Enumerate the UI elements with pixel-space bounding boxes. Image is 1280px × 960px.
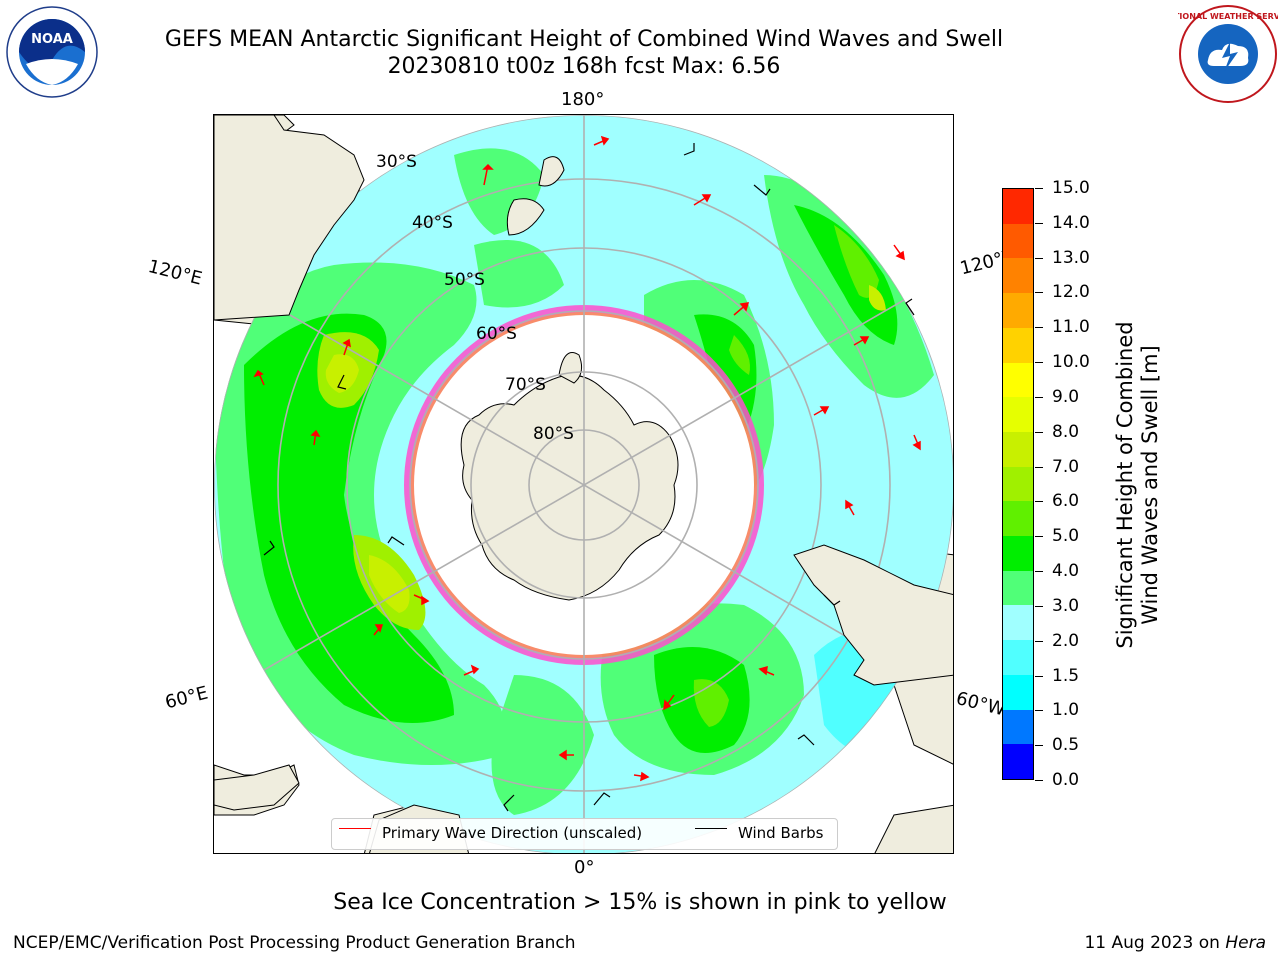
colorbar-tick-label: 14.0 xyxy=(1052,212,1090,233)
colorbar-tick xyxy=(1035,188,1043,189)
colorbar-tick xyxy=(1035,222,1043,224)
lon-label-60e: 60°E xyxy=(163,682,211,714)
colorbar-segment xyxy=(1003,327,1033,363)
colorbar-tick-label: 15.0 xyxy=(1052,178,1090,198)
noaa-logo-icon: NOAA xyxy=(6,6,98,98)
colorbar-tick xyxy=(1035,745,1043,747)
colorbar-tick-label: 0.0 xyxy=(1052,770,1080,790)
lon-label-0: 0° xyxy=(574,857,595,878)
lat-label-40s: 40°S xyxy=(412,213,453,233)
colorbar-tick xyxy=(1035,675,1043,677)
footer-date: 11 Aug 2023 on Hera xyxy=(1084,933,1266,953)
colorbar-tick xyxy=(1035,257,1043,259)
colorbar-label-line1: Significant Height of Combined xyxy=(1113,321,1137,649)
colorbar-tick xyxy=(1035,780,1043,781)
colorbar-tick-label: 0.5 xyxy=(1052,735,1080,756)
legend-wind-barbs: Wind Barbs xyxy=(738,824,824,842)
colorbar-segment xyxy=(1003,605,1033,641)
colorbar-segment xyxy=(1003,744,1033,779)
colorbar-segment xyxy=(1003,189,1033,224)
colorbar-tick xyxy=(1035,396,1043,398)
polar-map xyxy=(214,115,953,853)
sea-ice-note: Sea Ice Concentration > 15% is shown in … xyxy=(333,890,947,915)
colorbar-tick-label: 12.0 xyxy=(1052,282,1090,303)
colorbar-label: Significant Height of Combined Wind Wave… xyxy=(1113,275,1163,695)
lat-label-50s: 50°S xyxy=(444,270,485,290)
colorbar-tick-label: 10.0 xyxy=(1052,352,1090,373)
colorbar-tick xyxy=(1035,292,1043,294)
colorbar-label-line2: Wind Waves and Swell [m] xyxy=(1138,345,1162,625)
colorbar-segment xyxy=(1003,431,1033,467)
colorbar-segment xyxy=(1003,223,1033,259)
colorbar-tick-label: 9.0 xyxy=(1052,386,1080,407)
colorbar-tick xyxy=(1035,605,1043,607)
colorbar-tick-label: 13.0 xyxy=(1052,247,1090,268)
footer-date-text: 11 Aug 2023 on xyxy=(1084,933,1226,953)
colorbar-tick-label: 3.0 xyxy=(1052,595,1080,616)
lat-label-80s: 80°S xyxy=(533,424,574,444)
colorbar-segment xyxy=(1003,709,1033,745)
colorbar-segment xyxy=(1003,362,1033,398)
footer-machine: Hera xyxy=(1225,933,1266,953)
antarctica xyxy=(460,374,679,601)
colorbar-segment xyxy=(1003,293,1033,328)
colorbar-tick xyxy=(1035,466,1043,468)
graticule xyxy=(214,115,953,853)
colorbar xyxy=(1002,188,1034,780)
noaa-logo-text: NOAA xyxy=(31,32,73,47)
colorbar-tick-label: 1.0 xyxy=(1052,700,1080,721)
colorbar-segment xyxy=(1003,466,1033,502)
map-legend: Primary Wave Direction (unscaled) Wind B… xyxy=(331,818,838,850)
colorbar-tick xyxy=(1035,362,1043,364)
colorbar-tick-label: 1.5 xyxy=(1052,665,1080,686)
wind-barbs xyxy=(263,143,915,812)
lat-label-70s: 70°S xyxy=(505,375,546,395)
colorbar-segment xyxy=(1003,570,1033,606)
nws-logo-text: NATIONAL WEATHER SERVICE xyxy=(1178,12,1278,21)
colorbar-tick-label: 2.0 xyxy=(1052,630,1080,651)
nws-logo-icon: NATIONAL WEATHER SERVICE xyxy=(1178,5,1278,103)
colorbar-tick xyxy=(1035,501,1043,503)
lat-label-30s: 30°S xyxy=(376,152,417,172)
wave-arrows xyxy=(253,135,921,782)
lat-label-60s: 60°S xyxy=(476,324,517,344)
lon-label-120e: 120°E xyxy=(145,256,205,290)
colorbar-segment xyxy=(1003,397,1033,432)
colorbar-tick xyxy=(1035,327,1043,329)
colorbar-tick xyxy=(1035,710,1043,712)
footer-credit: NCEP/EMC/Verification Post Processing Pr… xyxy=(13,933,576,953)
lon-label-60w: 60°W xyxy=(953,688,1008,721)
wind-barb-swatch xyxy=(695,828,727,829)
colorbar-tick xyxy=(1035,640,1043,642)
colorbar-tick-label: 6.0 xyxy=(1052,491,1080,512)
colorbar-tick xyxy=(1035,536,1043,538)
colorbar-segment xyxy=(1003,640,1033,675)
legend-wave-direction: Primary Wave Direction (unscaled) xyxy=(382,824,643,842)
colorbar-segment xyxy=(1003,674,1033,710)
colorbar-tick-label: 8.0 xyxy=(1052,421,1080,442)
colorbar-segment xyxy=(1003,501,1033,537)
colorbar-tick-label: 5.0 xyxy=(1052,526,1080,547)
colorbar-tick xyxy=(1035,431,1043,433)
colorbar-tick-label: 11.0 xyxy=(1052,317,1090,338)
chart-subtitle: 20230810 t00z 168h fcst Max: 6.56 xyxy=(387,54,781,79)
chart-title: GEFS MEAN Antarctic Significant Height o… xyxy=(164,27,1004,52)
lon-label-180: 180° xyxy=(561,89,605,110)
colorbar-tick-label: 7.0 xyxy=(1052,456,1080,477)
wave-direction-swatch xyxy=(339,828,371,829)
colorbar-tick xyxy=(1035,571,1043,573)
colorbar-segment xyxy=(1003,536,1033,571)
colorbar-tick-label: 4.0 xyxy=(1052,561,1080,582)
map-panel xyxy=(213,114,954,854)
colorbar-segment xyxy=(1003,258,1033,294)
